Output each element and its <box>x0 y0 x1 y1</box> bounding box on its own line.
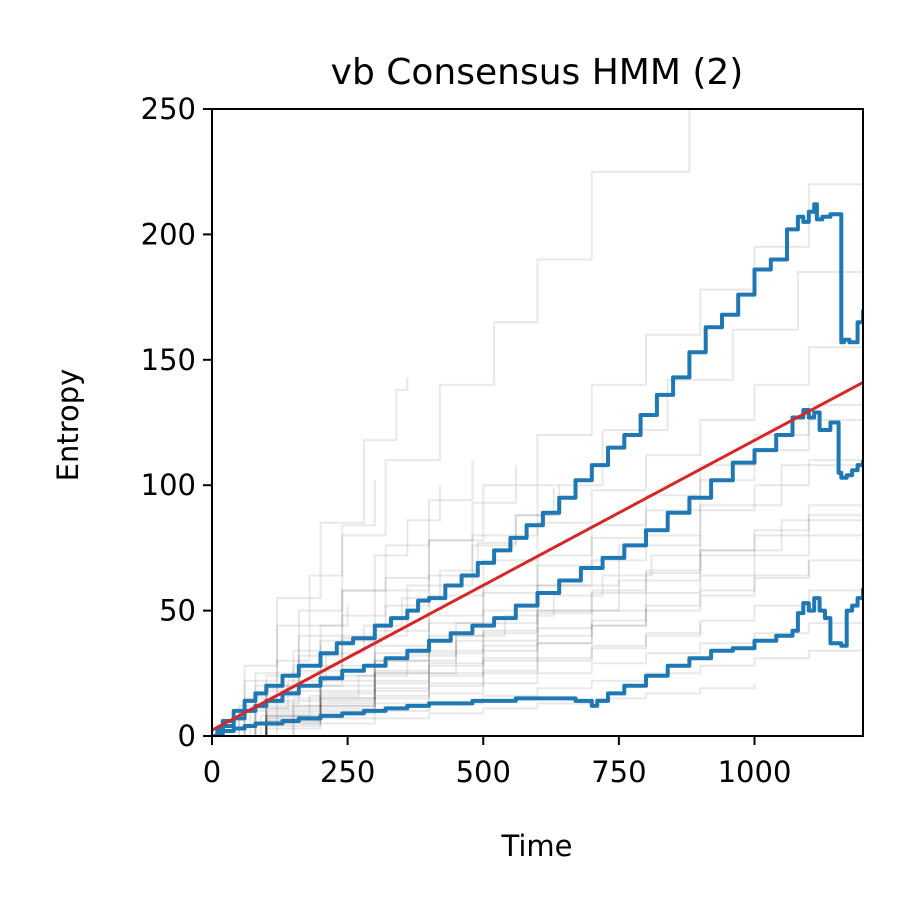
plot-frame <box>211 108 864 737</box>
background-trace-29 <box>212 490 863 736</box>
mean-trend-line <box>212 381 863 732</box>
background-trace-26 <box>212 560 810 736</box>
background-trace-2 <box>212 119 863 736</box>
background-trace-25 <box>212 495 863 736</box>
background-traces <box>212 109 863 736</box>
lower-quantile-line <box>212 588 863 736</box>
background-trace-15 <box>212 485 561 736</box>
x-tick-label: 250 <box>320 755 375 789</box>
y-tick-label: 100 <box>141 468 196 502</box>
background-trace-21 <box>212 608 647 736</box>
background-trace-8 <box>212 515 863 736</box>
background-trace-10 <box>212 575 863 736</box>
background-trace-11 <box>212 610 863 736</box>
background-trace-20 <box>212 535 702 736</box>
y-axis-label: Entropy <box>51 369 85 482</box>
x-axis-label: Time <box>501 829 573 863</box>
y-tick-label: 250 <box>141 92 196 126</box>
y-tick-label: 50 <box>159 594 196 628</box>
data-series <box>212 202 863 736</box>
upper-quantile-line <box>212 202 863 736</box>
background-trace-0 <box>212 377 409 736</box>
y-axis: 0 50 100 150 200 250 <box>141 92 212 753</box>
background-trace-9 <box>212 542 863 736</box>
x-tick-label: 1000 <box>718 755 792 789</box>
background-trace-16 <box>212 460 474 736</box>
x-tick-label: 0 <box>203 755 221 789</box>
x-axis: 0 250 500 750 1000 <box>203 736 792 789</box>
y-tick-label: 150 <box>141 343 196 377</box>
chart-title: vb Consensus HMM (2) <box>331 52 744 93</box>
background-trace-19 <box>212 487 555 736</box>
x-tick-label: 500 <box>456 755 511 789</box>
x-tick-label: 750 <box>591 755 646 789</box>
background-trace-13 <box>212 683 756 736</box>
background-trace-27 <box>212 623 702 736</box>
y-tick-label: 0 <box>178 719 196 753</box>
background-trace-14 <box>212 465 517 736</box>
background-trace-7 <box>212 485 863 736</box>
background-trace-28 <box>212 425 863 736</box>
y-tick-label: 200 <box>141 217 196 251</box>
